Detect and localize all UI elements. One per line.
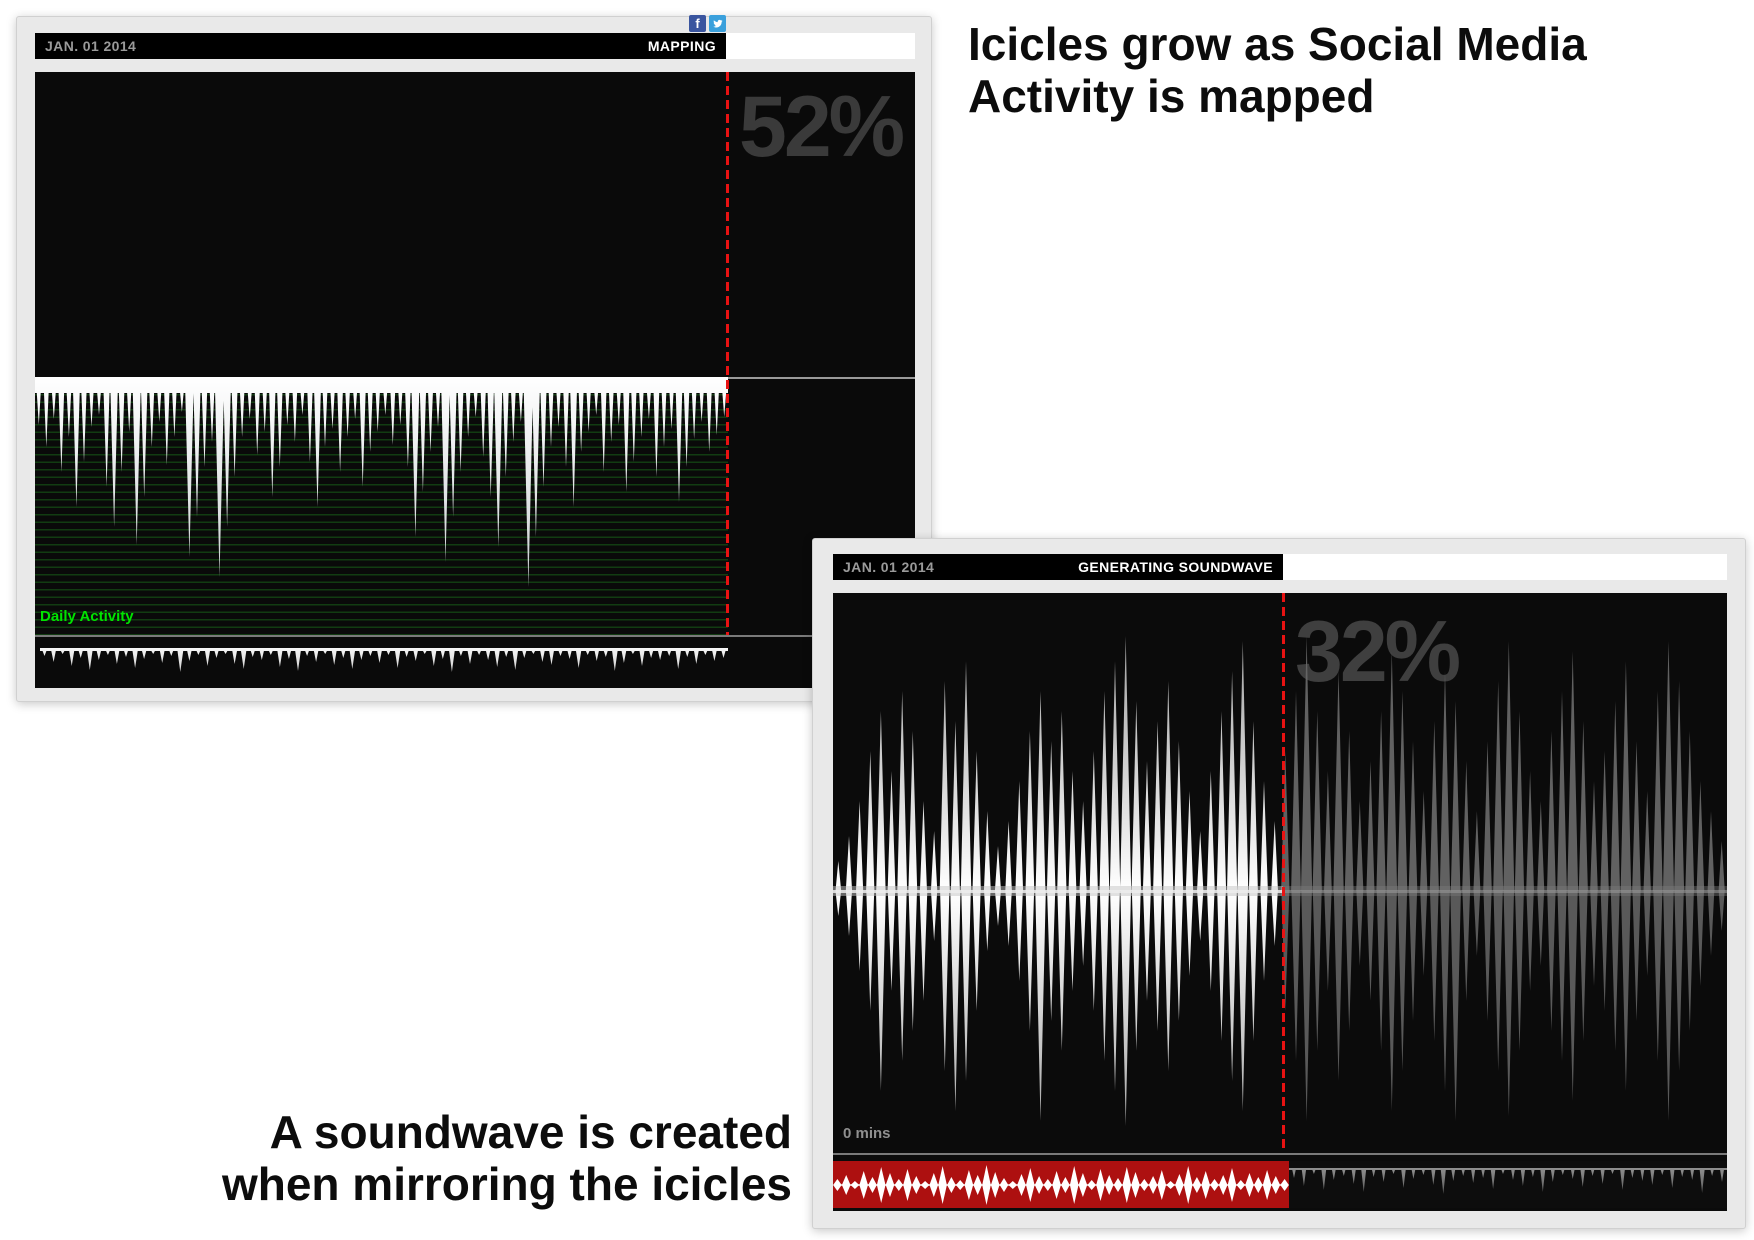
soundwave-timeline-strip[interactable]	[833, 1161, 1727, 1208]
annotation-icicles: Icicles grow as Social Media Activity is…	[968, 18, 1587, 123]
soundwave-separator	[833, 1153, 1727, 1155]
facebook-icon: f	[695, 16, 700, 31]
soundwave-canvas: 32% 0 mins	[833, 593, 1727, 1211]
soundwave-playhead[interactable]	[1282, 593, 1285, 1153]
annotation-soundwave: A soundwave is created when mirroring th…	[222, 1106, 792, 1211]
facebook-share-button[interactable]: f	[689, 15, 706, 32]
soundwave-date: JAN. 01 2014	[843, 559, 935, 575]
soundwave-header: JAN. 01 2014 GENERATING SOUNDWAVE	[833, 554, 1727, 580]
twitter-share-button[interactable]	[709, 15, 726, 32]
mapping-header: JAN. 01 2014 MAPPING	[35, 33, 915, 59]
annotation-soundwave-line2: when mirroring the icicles	[221, 1158, 792, 1211]
annotation-icicles-line1: Icicles grow as Social Media	[968, 18, 1587, 70]
mapping-progress-percent: 52%	[739, 79, 905, 175]
timeline-remaining-bar	[1289, 1161, 1727, 1208]
soundwave-header-spacer	[1283, 554, 1727, 580]
daily-activity-label: Daily Activity	[40, 608, 134, 625]
soundwave-field	[833, 593, 1727, 1155]
time-elapsed-label: 0 mins	[843, 1125, 891, 1142]
mapping-canvas: 52% Daily Activity	[35, 72, 915, 688]
mapping-playhead[interactable]	[726, 72, 729, 637]
mapping-separator	[35, 635, 915, 637]
timeline-recorded-bar	[833, 1161, 1289, 1208]
mapping-status: MAPPING	[647, 38, 716, 54]
soundwave-header-bar: JAN. 01 2014 GENERATING SOUNDWAVE	[833, 554, 1283, 580]
mapping-header-bar: JAN. 01 2014 MAPPING	[35, 33, 726, 59]
mapping-header-spacer	[726, 33, 915, 59]
soundwave-progress-percent: 32%	[1295, 604, 1461, 700]
mapping-window: JAN. 01 2014 MAPPING 52% Daily Activity	[16, 16, 932, 702]
annotation-icicles-line2: Activity is mapped	[968, 70, 1375, 123]
annotation-soundwave-line1: A soundwave is created	[269, 1106, 792, 1158]
activity-scanlines	[35, 379, 728, 635]
soundwave-window: JAN. 01 2014 GENERATING SOUNDWAVE 32% 0 …	[812, 538, 1746, 1229]
twitter-bird-icon	[711, 17, 724, 30]
mapping-date: JAN. 01 2014	[45, 38, 137, 54]
mapping-timeline-strip[interactable]	[40, 648, 728, 676]
icicle-field	[35, 377, 728, 635]
soundwave-status: GENERATING SOUNDWAVE	[1078, 559, 1273, 575]
